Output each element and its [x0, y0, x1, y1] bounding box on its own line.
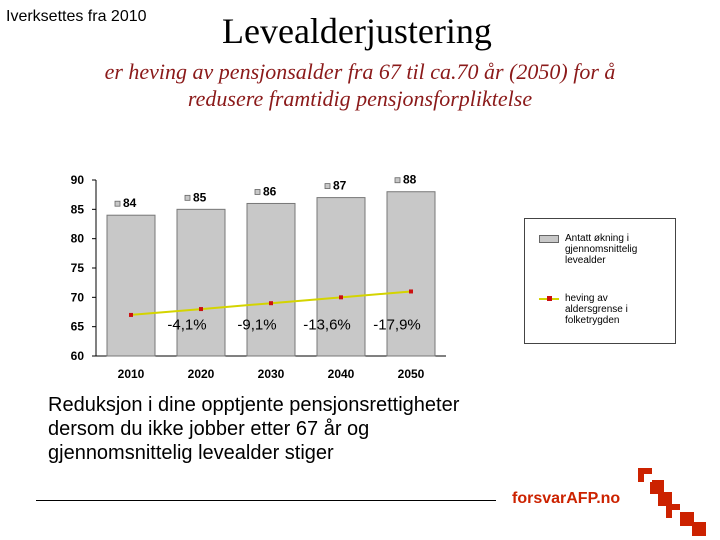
bar-label-marker: [254, 189, 261, 195]
bar-value-label: 87: [333, 179, 347, 193]
y-tick-label: 65: [71, 320, 85, 334]
y-tick-label: 90: [71, 173, 85, 187]
bar-2050: [386, 191, 436, 357]
start-year-note: Iverksettes fra 2010: [6, 8, 147, 25]
bar-2010: [106, 214, 156, 357]
levealder-chart: 60 65 70 75 80 85 90 84 2010 85 2020 -4,1% 86 2030 -9,…: [71, 173, 446, 381]
line-point: [269, 301, 273, 306]
forsvarafp-logo-icon: [638, 468, 706, 536]
legend-line-label: heving av aldersgrense i folketrygden: [565, 293, 628, 326]
y-tick-label: 75: [71, 261, 85, 275]
y-tick-label: 80: [71, 232, 85, 246]
bar-label-marker: [394, 177, 401, 184]
x-tick-label: 2010: [118, 367, 145, 381]
legend-bar-label: Antatt økning i gjennomsnittelig leveald…: [565, 233, 638, 266]
reduction-label: -4,1%: [167, 317, 206, 334]
line-marker-icon: [547, 296, 552, 301]
reduction-label: -9,1%: [237, 317, 276, 334]
bar-swatch-icon: [539, 235, 559, 243]
line-point: [129, 312, 133, 317]
bar-label-marker: [114, 200, 121, 207]
x-tick-label: 2020: [188, 367, 215, 381]
line-point: [199, 307, 203, 312]
x-tick-label: 2030: [258, 367, 285, 381]
bar-value-label: 85: [193, 190, 207, 204]
logo-text: forsvarAFP.no: [512, 490, 621, 507]
bar-2030: [246, 202, 296, 357]
y-tick-label: 85: [71, 202, 85, 216]
bar-label-marker: [324, 183, 331, 190]
page-subtitle: er heving av pensjonsalder fra 67 til ca…: [104, 59, 616, 111]
bar-value-label: 86: [263, 184, 277, 198]
y-tick-label: 60: [71, 349, 85, 363]
x-tick-label: 2050: [398, 367, 425, 381]
bar-2020: [176, 208, 226, 357]
chart-legend: Antatt økning i gjennomsnittelig leveald…: [524, 218, 676, 344]
x-tick-label: 2040: [328, 367, 355, 381]
page-title: Levealderjustering: [222, 11, 492, 51]
footer-divider: [36, 500, 496, 501]
reduction-label: -17,9%: [373, 317, 421, 334]
y-tick-label: 70: [71, 290, 85, 304]
bar-2040: [316, 197, 366, 357]
reduction-label: -13,6%: [303, 317, 351, 334]
bar-value-label: 88: [403, 173, 417, 187]
bar-label-marker: [184, 194, 191, 201]
bar-value-label: 84: [123, 196, 137, 210]
caption-text: Reduksjon i dine opptjente pensjonsretti…: [48, 394, 460, 464]
line-point: [339, 295, 343, 300]
line-point: [409, 289, 413, 294]
